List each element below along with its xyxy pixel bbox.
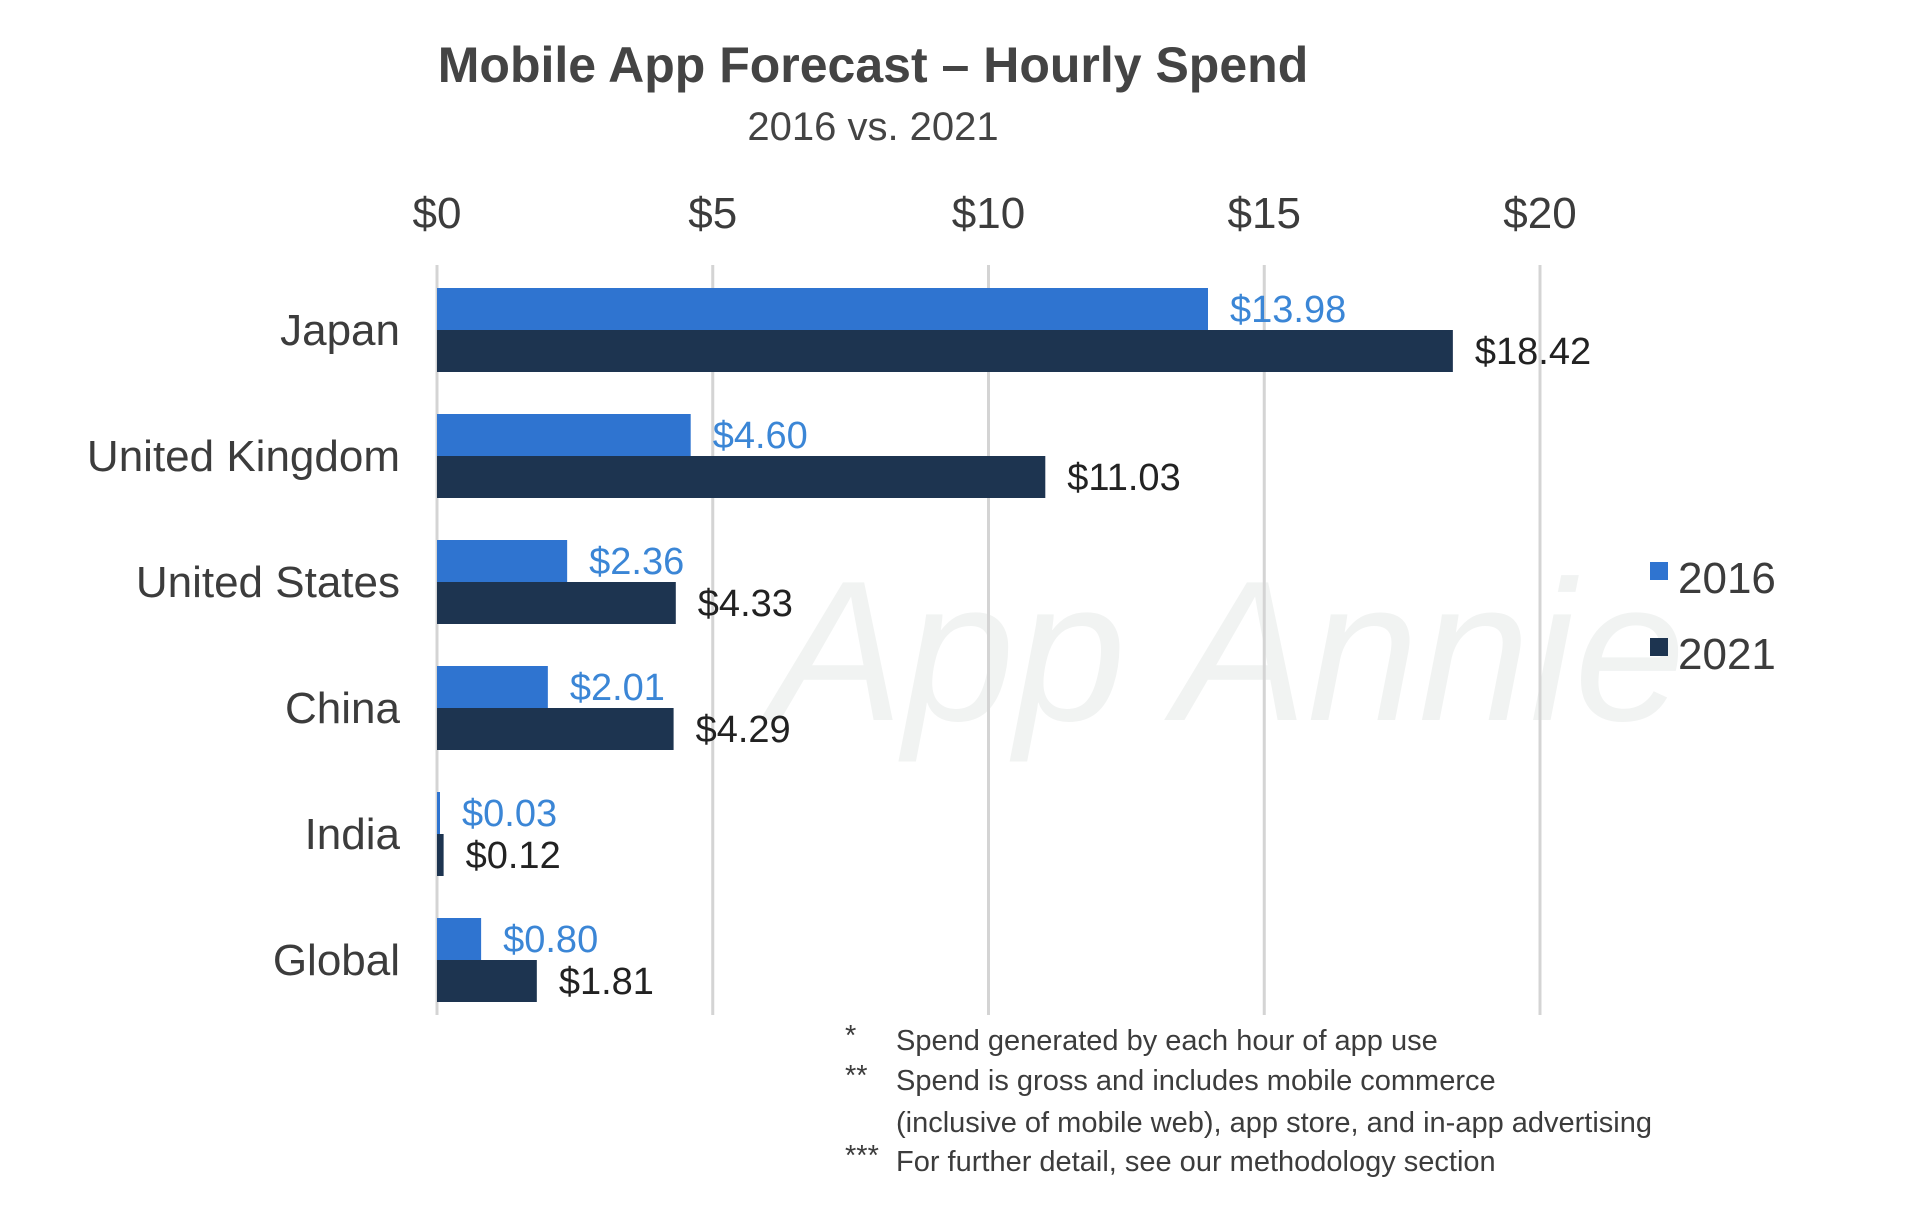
bar-2016 (437, 288, 1208, 330)
category-label: India (305, 810, 401, 859)
bar-2016 (437, 414, 691, 456)
footnote-text-2: Spend is gross and includes mobile comme… (896, 1065, 1496, 1097)
watermark: App Annie (760, 540, 1686, 763)
legend-swatch-2016 (1650, 562, 1668, 580)
footnote-marker-1: * (845, 1020, 856, 1052)
value-labels: $13.98 $18.42 $4.60 $11.03 $2.36 $4.33 $2.01 $4… (462, 289, 1591, 1003)
bar-2016 (437, 792, 440, 834)
data-label-2021: $0.12 (466, 835, 561, 877)
chart-subtitle: 2016 vs. 2021 (747, 105, 998, 149)
bar-2021 (437, 834, 444, 876)
x-tick-label: $5 (688, 189, 737, 238)
category-label: China (285, 684, 400, 733)
footnotes: * Spend generated by each hour of app us… (845, 1020, 1652, 1178)
data-label-2016: $0.80 (503, 919, 598, 961)
data-label-2021: $11.03 (1067, 457, 1180, 499)
footnote-text-1: Spend generated by each hour of app use (896, 1025, 1438, 1057)
legend-label-2021: 2021 (1678, 630, 1776, 679)
data-label-2016: $2.01 (570, 667, 665, 709)
gridlines (435, 265, 1542, 1015)
category-label: United States (136, 558, 400, 607)
x-tick-label: $15 (1228, 189, 1301, 238)
data-label-2016: $4.60 (713, 415, 808, 457)
legend-label-2016: 2016 (1678, 554, 1776, 603)
chart-title: Mobile App Forecast – Hourly Spend (438, 37, 1308, 93)
bar-2021 (437, 330, 1453, 372)
x-axis-ticks: $0 $5 $10 $15 $20 (413, 189, 1577, 238)
bar-2021 (437, 960, 537, 1002)
data-label-2016: $2.36 (589, 541, 684, 583)
data-label-2016: $13.98 (1230, 289, 1346, 331)
data-label-2021: $4.33 (698, 583, 793, 625)
footnote-marker-4: *** (845, 1140, 879, 1172)
data-label-2021: $4.29 (696, 709, 791, 751)
data-label-2021: $1.81 (559, 961, 654, 1003)
footnote-text-3: (inclusive of mobile web), app store, an… (896, 1107, 1652, 1139)
category-labels: Japan United Kingdom United States China Ind… (87, 306, 401, 985)
bar-2016 (437, 540, 568, 582)
footnote-marker-2: ** (845, 1060, 868, 1092)
x-tick-label: $20 (1503, 189, 1576, 238)
x-tick-label: $10 (952, 189, 1025, 238)
bar-2021 (437, 582, 676, 624)
footnote-text-4: For further detail, see our methodology … (896, 1146, 1496, 1178)
bar-2021 (437, 708, 674, 750)
bar-2016 (437, 666, 548, 708)
bar-2021 (437, 456, 1046, 498)
category-label: Global (273, 936, 400, 985)
legend-swatch-2021 (1650, 638, 1668, 656)
data-label-2016: $0.03 (462, 793, 557, 835)
bar-2016 (437, 918, 482, 960)
bars (437, 288, 1453, 1002)
legend: 2016 2021 (1650, 554, 1776, 679)
category-label: Japan (280, 306, 400, 355)
data-label-2021: $18.42 (1475, 331, 1591, 373)
category-label: United Kingdom (87, 432, 400, 481)
x-tick-label: $0 (413, 189, 462, 238)
